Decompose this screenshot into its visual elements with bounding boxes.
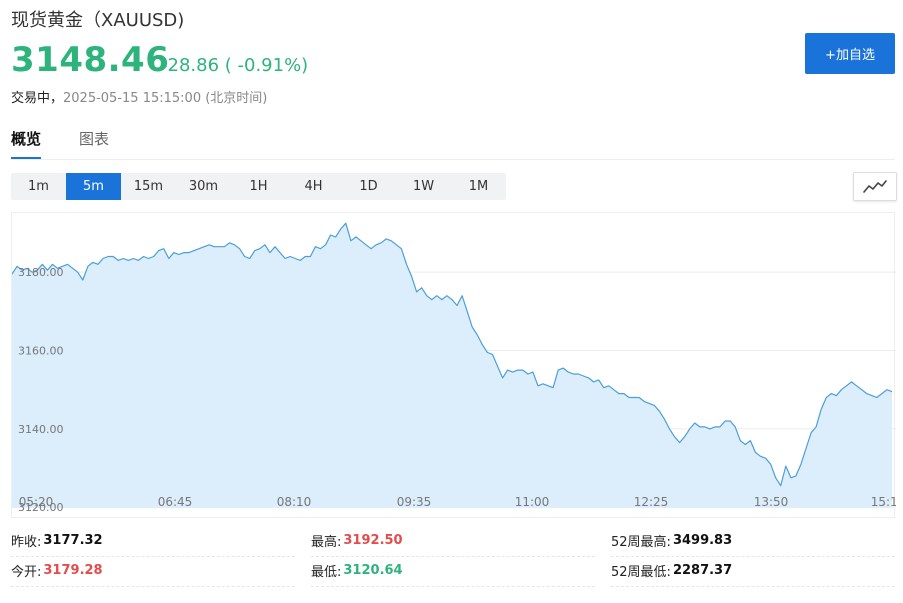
x-tick-label: 11:00 <box>515 495 550 509</box>
price-chart[interactable]: 3180.00 3160.00 3140.00 3120.00 05:20 06:45 08… <box>11 212 896 518</box>
y-tick-label: 3140.00 <box>18 423 64 436</box>
tab-divider <box>11 159 895 160</box>
stat-label: 52周最低: <box>611 565 671 580</box>
add-watchlist-button[interactable]: +加自选 <box>805 33 895 74</box>
interval-15m[interactable]: 15m <box>133 179 164 194</box>
stat-low: 最低: 3120.64 <box>311 556 595 587</box>
interval-1mo[interactable]: 1M <box>468 179 489 194</box>
stat-label: 最低: <box>311 565 342 580</box>
instrument-title: 现货黄金（XAUUSD) <box>11 10 185 31</box>
status-label: 交易中， <box>11 91 64 106</box>
interval-4h[interactable]: 4H <box>304 179 323 194</box>
tab-chart[interactable]: 图表 <box>79 130 110 148</box>
interval-5m[interactable]: 5m <box>66 173 121 200</box>
stat-label: 今开: <box>11 565 42 580</box>
interval-1m[interactable]: 1m <box>28 179 49 194</box>
stats-row: 今开: 3179.28 最低: 3120.64 52周最低: 2287.37 <box>11 556 895 587</box>
tab-bar: 概览 图表 <box>11 128 147 159</box>
stat-value: 2287.37 <box>672 563 733 578</box>
stat-label: 昨收: <box>11 535 42 550</box>
last-price: 3148.46 <box>11 40 170 80</box>
stat-prev-close: 昨收: 3177.32 <box>11 526 295 557</box>
stat-value: 3177.32 <box>43 533 103 548</box>
x-tick-label: 12:25 <box>634 495 669 509</box>
price-area <box>12 223 892 508</box>
status-timestamp: 2025-05-15 15:15:00 (北京时间) <box>63 91 268 106</box>
chart-type-toggle[interactable] <box>853 172 897 201</box>
stat-value: 3120.64 <box>343 563 403 578</box>
x-tick-label: 15:15 <box>871 495 896 509</box>
x-tick-label: 08:10 <box>277 495 312 509</box>
interval-30m[interactable]: 30m <box>188 179 219 194</box>
interval-1w[interactable]: 1W <box>412 179 435 194</box>
stat-value: 3192.50 <box>343 533 403 548</box>
x-tick-label: 09:35 <box>397 495 432 509</box>
stat-value: 3179.28 <box>43 563 103 578</box>
y-tick-label: 3180.00 <box>18 266 64 279</box>
interval-1d[interactable]: 1D <box>359 179 378 194</box>
x-tick-label: 05:20 <box>19 495 54 509</box>
stat-label: 52周最高: <box>611 535 671 550</box>
price-line <box>12 222 893 487</box>
y-tick-label: 3120.00 <box>18 501 64 514</box>
interval-selector: 1m 5m 15m 30m 1H 4H 1D 1W 1M <box>11 173 506 200</box>
stat-52w-high: 52周最高: 3499.83 <box>611 526 895 557</box>
stats-row: 昨收: 3177.32 最高: 3192.50 52周最高: 3499.83 <box>11 526 895 557</box>
x-tick-label: 06:45 <box>158 495 193 509</box>
stat-52w-low: 52周最低: 2287.37 <box>611 556 895 587</box>
stat-high: 最高: 3192.50 <box>311 526 595 557</box>
stat-label: 最高: <box>311 535 342 550</box>
interval-1h[interactable]: 1H <box>249 179 268 194</box>
trading-status: 交易中，2025-05-15 15:15:00 (北京时间) <box>11 87 267 106</box>
x-tick-label: 13:50 <box>754 495 789 509</box>
stat-open: 今开: 3179.28 <box>11 556 295 587</box>
stat-value: 3499.83 <box>672 533 733 548</box>
line-chart-icon <box>863 179 887 193</box>
price-change: -28.86 ( -0.91%) <box>161 55 309 76</box>
stats-table: 昨收: 3177.32 最高: 3192.50 52周最高: 3499.83 今开: 3… <box>11 526 895 587</box>
tab-overview[interactable]: 概览 <box>11 128 42 159</box>
y-tick-label: 3160.00 <box>18 345 64 358</box>
